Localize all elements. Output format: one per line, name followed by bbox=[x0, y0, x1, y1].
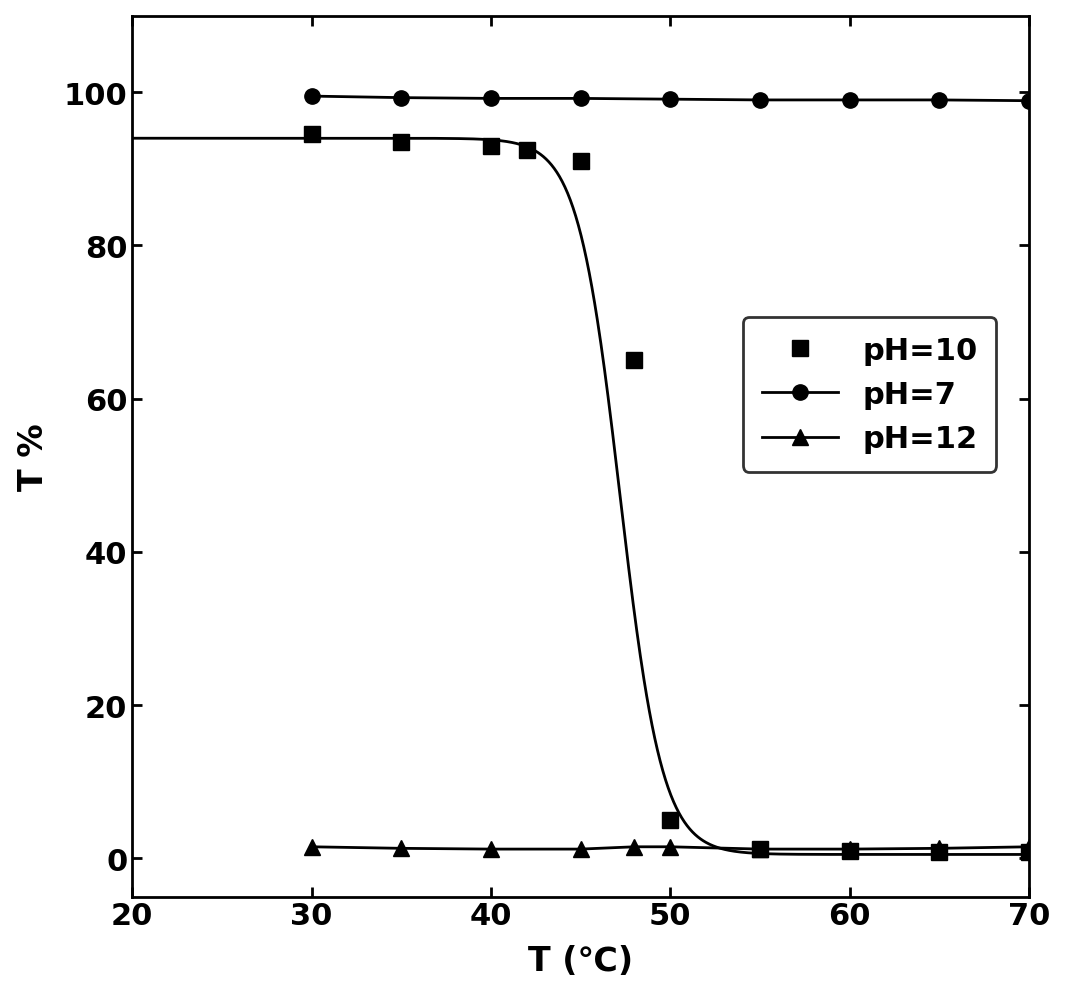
pH=12 bbox=[1023, 841, 1036, 853]
X-axis label: T (℃): T (℃) bbox=[528, 944, 633, 977]
pH=12 bbox=[484, 843, 497, 855]
pH=7 bbox=[305, 91, 318, 103]
Line: pH=12: pH=12 bbox=[304, 839, 1037, 857]
pH=10 bbox=[664, 814, 676, 826]
pH=7 bbox=[753, 94, 766, 106]
Line: pH=7: pH=7 bbox=[304, 89, 1037, 109]
pH=7 bbox=[664, 94, 676, 106]
pH=10 bbox=[305, 129, 318, 141]
pH=7 bbox=[484, 93, 497, 105]
pH=10 bbox=[521, 144, 534, 156]
pH=10 bbox=[395, 137, 408, 149]
pH=12 bbox=[395, 843, 408, 855]
Y-axis label: T %: T % bbox=[17, 422, 50, 490]
pH=10 bbox=[628, 355, 641, 367]
pH=10 bbox=[1023, 846, 1036, 858]
pH=10 bbox=[574, 156, 587, 168]
pH=10 bbox=[843, 845, 856, 857]
pH=10 bbox=[484, 141, 497, 153]
pH=12 bbox=[843, 843, 856, 855]
pH=7 bbox=[395, 92, 408, 104]
pH=12 bbox=[933, 843, 945, 855]
pH=7 bbox=[843, 94, 856, 106]
pH=7 bbox=[1023, 95, 1036, 107]
pH=12 bbox=[628, 841, 641, 853]
Legend: pH=10, pH=7, pH=12: pH=10, pH=7, pH=12 bbox=[744, 318, 996, 472]
pH=7 bbox=[933, 94, 945, 106]
pH=12 bbox=[305, 841, 318, 853]
pH=7 bbox=[574, 93, 587, 105]
pH=10 bbox=[933, 846, 945, 858]
pH=12 bbox=[664, 841, 676, 853]
pH=12 bbox=[574, 843, 587, 855]
Line: pH=10: pH=10 bbox=[304, 127, 1037, 860]
pH=10 bbox=[753, 843, 766, 855]
pH=12 bbox=[753, 843, 766, 855]
